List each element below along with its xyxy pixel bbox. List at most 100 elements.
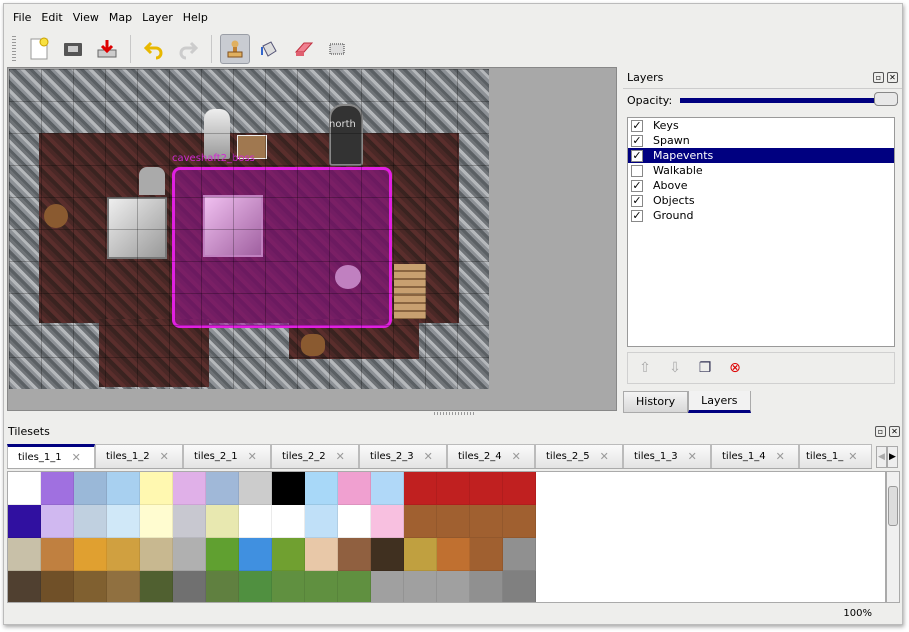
tile[interactable] [470, 571, 503, 602]
tile[interactable] [338, 472, 371, 505]
map-view[interactable]: north caveshaft2_boss [7, 67, 617, 411]
visibility-checkbox[interactable]: ✓ [631, 133, 643, 147]
tile[interactable] [305, 505, 338, 538]
layer-item[interactable]: ✓ Objects [628, 193, 894, 208]
tile[interactable] [107, 505, 140, 538]
layer-item[interactable]: ✓ Above [628, 178, 894, 193]
tileset-tab[interactable]: tiles_1_ ✕ [799, 444, 872, 468]
float-icon[interactable]: ▫ [873, 72, 884, 83]
tile[interactable] [239, 505, 272, 538]
tile[interactable] [338, 538, 371, 571]
map-canvas[interactable]: north caveshaft2_boss [9, 69, 489, 389]
close-tab-icon[interactable]: ✕ [848, 450, 858, 463]
tile[interactable] [503, 505, 536, 538]
eraser-button[interactable] [288, 34, 318, 64]
close-tab-icon[interactable]: ✕ [159, 450, 169, 463]
tile[interactable] [272, 538, 305, 571]
selected-map-object[interactable] [172, 167, 392, 328]
menu-map[interactable]: Map [108, 11, 133, 24]
visibility-checkbox[interactable]: ✓ [631, 178, 643, 192]
tile[interactable] [8, 472, 41, 505]
tile[interactable] [140, 571, 173, 602]
tileset-tab[interactable]: tiles_1_1 ✕ [7, 444, 95, 468]
tile[interactable] [239, 472, 272, 505]
open-button[interactable] [58, 34, 88, 64]
tile[interactable] [173, 571, 206, 602]
splitter-handle[interactable] [434, 412, 474, 415]
visibility-checkbox[interactable]: ✓ [631, 118, 643, 132]
tile[interactable] [140, 538, 173, 571]
tile[interactable] [305, 538, 338, 571]
tile[interactable] [173, 472, 206, 505]
tile[interactable] [107, 571, 140, 602]
tile[interactable] [239, 571, 272, 602]
duplicate-layer-icon[interactable]: ❐ [698, 360, 712, 376]
rect-select-button[interactable] [322, 34, 352, 64]
tile[interactable] [74, 505, 107, 538]
save-button[interactable] [92, 34, 122, 64]
visibility-checkbox[interactable]: ✓ [631, 148, 643, 162]
layer-item[interactable]: ✓ Spawn [628, 133, 894, 148]
tile[interactable] [437, 472, 470, 505]
tileset-tab[interactable]: tiles_1_3 ✕ [623, 444, 711, 468]
tile[interactable] [437, 505, 470, 538]
move-layer-up-icon[interactable]: ⇧ [639, 360, 651, 376]
close-tab-icon[interactable]: ✕ [511, 450, 521, 463]
tile[interactable] [404, 505, 437, 538]
tile[interactable] [140, 505, 173, 538]
tile[interactable] [437, 538, 470, 571]
tile[interactable] [206, 538, 239, 571]
tab-history[interactable]: History [623, 391, 689, 413]
menu-view[interactable]: View [72, 11, 99, 24]
delete-layer-icon[interactable]: ⊗ [729, 360, 741, 376]
close-icon[interactable]: ✕ [887, 72, 898, 83]
close-icon[interactable]: ✕ [889, 425, 900, 437]
tile[interactable] [470, 505, 503, 538]
tileset-tab[interactable]: tiles_2_5 ✕ [535, 444, 623, 468]
new-button[interactable] [24, 34, 54, 64]
toolbar-grip[interactable] [12, 36, 16, 62]
scroll-right-icon[interactable]: ▶ [887, 446, 898, 468]
tileset-tab[interactable]: tiles_2_1 ✕ [183, 444, 271, 468]
tile[interactable] [437, 571, 470, 602]
tile[interactable] [272, 571, 305, 602]
tile[interactable] [107, 472, 140, 505]
tile[interactable] [338, 571, 371, 602]
tile[interactable] [503, 538, 536, 571]
tile[interactable] [107, 538, 140, 571]
tileset-tab[interactable]: tiles_2_3 ✕ [359, 444, 447, 468]
tile[interactable] [41, 505, 74, 538]
tile[interactable] [206, 472, 239, 505]
tile[interactable] [371, 538, 404, 571]
visibility-checkbox[interactable]: ✓ [631, 208, 643, 222]
close-tab-icon[interactable]: ✕ [775, 450, 785, 463]
close-tab-icon[interactable]: ✕ [247, 450, 257, 463]
layer-item[interactable]: ✓ Keys [628, 118, 894, 133]
tile[interactable] [41, 571, 74, 602]
tile[interactable] [503, 571, 536, 602]
close-tab-icon[interactable]: ✕ [423, 450, 433, 463]
layer-item[interactable]: ✓ Ground [628, 208, 894, 223]
tileset-tab[interactable]: tiles_2_2 ✕ [271, 444, 359, 468]
scroll-left-icon[interactable]: ◀ [876, 446, 887, 468]
close-tab-icon[interactable]: ✕ [335, 450, 345, 463]
tile[interactable] [404, 472, 437, 505]
menu-file[interactable]: File [13, 11, 32, 24]
layer-item[interactable]: Walkable [628, 163, 894, 178]
close-tab-icon[interactable]: ✕ [71, 451, 81, 464]
tile[interactable] [272, 472, 305, 505]
opacity-slider[interactable] [680, 91, 898, 106]
tile[interactable] [371, 505, 404, 538]
slider-handle[interactable] [874, 91, 898, 106]
tile[interactable] [8, 571, 41, 602]
tile[interactable] [404, 538, 437, 571]
tile[interactable] [74, 538, 107, 571]
move-layer-down-icon[interactable]: ⇩ [669, 360, 681, 376]
tile[interactable] [305, 472, 338, 505]
tile[interactable] [206, 571, 239, 602]
redo-button[interactable] [173, 34, 203, 64]
visibility-checkbox[interactable] [631, 164, 643, 177]
visibility-checkbox[interactable]: ✓ [631, 193, 643, 207]
tile[interactable] [8, 505, 41, 538]
tile[interactable] [470, 472, 503, 505]
